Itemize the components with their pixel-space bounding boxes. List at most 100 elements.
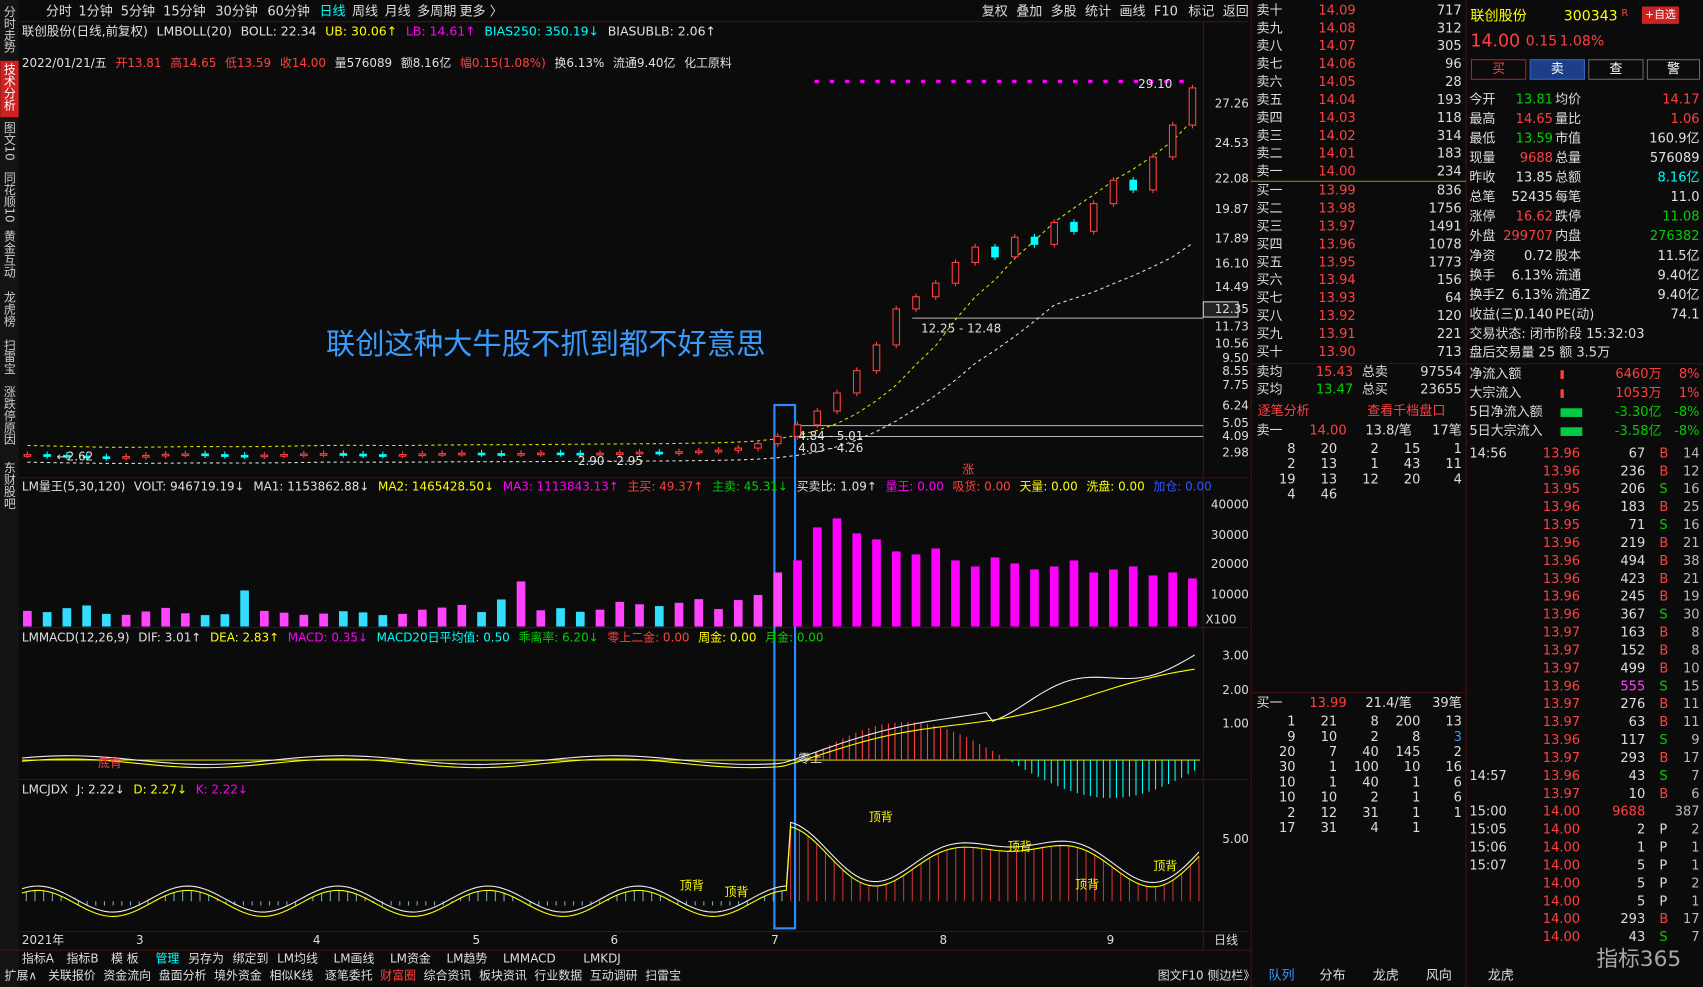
- bottom-tab[interactable]: 关联报价: [48, 968, 96, 983]
- sidebar-tab[interactable]: 龙虎榜: [2, 291, 16, 328]
- sidebar-tab[interactable]: 技术分析: [2, 62, 16, 111]
- label: 97554: [1420, 365, 1461, 380]
- bottom-tab[interactable]: 扫雷宝: [645, 969, 681, 983]
- bottom-tab[interactable]: 板块资讯: [479, 969, 527, 983]
- toolbar-action[interactable]: 复权: [982, 3, 1008, 19]
- bottom-tab[interactable]: 综合资讯: [424, 968, 472, 983]
- label: R: [1621, 8, 1628, 19]
- buy-button[interactable]: [1470, 59, 1527, 80]
- bottom-tab[interactable]: 逐笔委托: [325, 968, 373, 983]
- side-tab[interactable]: 分布: [1319, 969, 1345, 984]
- watch-label[interactable]: +自选: [1645, 8, 1676, 21]
- indicator-tab[interactable]: 管理: [155, 950, 179, 965]
- indicator-tab[interactable]: 指标B: [66, 950, 98, 965]
- volume-bar: [516, 581, 526, 627]
- period-tab[interactable]: 分时: [46, 4, 72, 19]
- indicator-tab[interactable]: LM趋势: [446, 951, 487, 965]
- side-tab[interactable]: 队列: [1268, 969, 1294, 984]
- period-tab[interactable]: 多周期: [417, 3, 456, 19]
- side-tab[interactable]: 龙虎: [1373, 969, 1399, 984]
- label: 外盘: [1469, 228, 1495, 244]
- sidebar-tab[interactable]: 图文10: [2, 122, 16, 161]
- alert-button[interactable]: [1646, 59, 1701, 80]
- period-tab[interactable]: 周线: [352, 4, 378, 19]
- sidebar-tab[interactable]: 分时走势: [2, 5, 16, 53]
- indicator-tab[interactable]: LMMACD: [503, 951, 556, 965]
- volume-bar: [62, 608, 72, 627]
- label: 5: [1637, 876, 1645, 891]
- toolbar-action[interactable]: 标记: [1188, 4, 1214, 19]
- sidebar-tab[interactable]: 黄金互动: [2, 230, 16, 278]
- bottom-tab[interactable]: 境外资金: [214, 968, 262, 983]
- y-tick-label: 16.10: [1215, 256, 1249, 270]
- indicator-tab[interactable]: LM均线: [277, 951, 318, 965]
- period-tab[interactable]: 30分钟: [215, 3, 258, 19]
- toolbar-action[interactable]: 画线: [1119, 4, 1145, 19]
- sidebar-tab[interactable]: 同花顺10: [2, 172, 16, 223]
- period-tab[interactable]: 1分钟: [78, 3, 112, 19]
- period-tab[interactable]: 月线: [385, 4, 411, 19]
- indicator-tab[interactable]: LM画线: [334, 951, 375, 965]
- label: 219: [1620, 536, 1645, 551]
- toolbar-action[interactable]: 返回: [1223, 4, 1249, 19]
- bottom-tab[interactable]: 资金流向: [103, 968, 151, 983]
- indicator-tab[interactable]: LMKDJ: [583, 951, 621, 965]
- period-tab[interactable]: 15分钟: [163, 3, 206, 19]
- label: 0.72: [1524, 249, 1553, 264]
- label: 183: [1620, 500, 1645, 515]
- candle: [438, 452, 446, 456]
- trade-button[interactable]: 警: [1667, 61, 1680, 77]
- book-price: 13.98: [1318, 202, 1355, 217]
- sidebar-tab[interactable]: 涨跌停原因: [2, 384, 16, 445]
- label: 跌停: [1555, 209, 1581, 225]
- query-button[interactable]: [1588, 59, 1644, 80]
- queue-volume: 20: [1404, 472, 1421, 487]
- toolbar-action[interactable]: F10: [1154, 4, 1178, 19]
- indicator-tab[interactable]: LM资金: [390, 950, 431, 965]
- bottom-tab[interactable]: 互动调研: [590, 969, 638, 983]
- bottom-tab[interactable]: 盘面分析: [159, 968, 207, 983]
- header-item: 周金: 0.00: [698, 629, 756, 644]
- label: S: [1659, 769, 1667, 784]
- indicator-tab[interactable]: 另存为: [188, 951, 224, 965]
- trade-button[interactable]: 卖: [1551, 62, 1564, 77]
- bottom-tab[interactable]: 行业数据: [534, 968, 582, 983]
- side-tab[interactable]: 龙虎: [1488, 969, 1514, 984]
- side-tab[interactable]: 风向: [1426, 968, 1452, 984]
- period-tab[interactable]: 日线: [319, 4, 345, 19]
- candle: [43, 454, 51, 457]
- y-tick-label: 4.09: [1222, 429, 1249, 443]
- trade-button[interactable]: 买: [1492, 62, 1505, 77]
- bottom-tab[interactable]: 扩展∧: [5, 969, 38, 983]
- sidebar-toggle[interactable]: 图文F10 侧边栏》: [1158, 968, 1255, 983]
- book-price: 13.97: [1318, 219, 1355, 234]
- bottom-tab[interactable]: 财富圈: [380, 968, 416, 983]
- period-tab[interactable]: 更多 〉: [460, 3, 503, 19]
- header-item: MACD: 0.35↓: [288, 630, 368, 644]
- indicator-tab[interactable]: 绑定到: [233, 950, 269, 965]
- trade-button[interactable]: 查: [1609, 62, 1622, 77]
- watch-button[interactable]: [1641, 6, 1679, 24]
- y-tick-label: 2.00: [1222, 683, 1249, 697]
- y-tick-label: 27.26: [1215, 97, 1249, 111]
- book-tab[interactable]: 逐笔分析: [1258, 403, 1310, 419]
- book-tab[interactable]: 查看千档盘口: [1367, 403, 1445, 419]
- toolbar-action[interactable]: 统计: [1085, 4, 1111, 19]
- volume-bar: [102, 613, 111, 627]
- toolbar-action[interactable]: 叠加: [1016, 4, 1042, 19]
- label: 276382: [1650, 229, 1700, 244]
- period-tab[interactable]: 5分钟: [121, 3, 155, 19]
- header-item: BIAS250: 350.19↓: [484, 23, 599, 38]
- indicator-tab[interactable]: 模 板: [111, 951, 139, 965]
- sidebar-tab[interactable]: 东财股吧: [2, 461, 16, 509]
- sidebar-tab[interactable]: 扫雷宝: [2, 338, 16, 374]
- label: 14.00: [1543, 841, 1580, 856]
- book-volume: 96: [1445, 57, 1462, 72]
- candle: [833, 392, 841, 412]
- indicator-tab[interactable]: 指标A: [22, 950, 55, 965]
- period-tab[interactable]: 60分钟: [267, 3, 310, 19]
- bottom-tab[interactable]: 相似K线: [270, 969, 314, 983]
- sell-button[interactable]: [1529, 59, 1585, 80]
- x-tick-label: 7: [771, 933, 779, 947]
- toolbar-action[interactable]: 多股: [1051, 3, 1077, 19]
